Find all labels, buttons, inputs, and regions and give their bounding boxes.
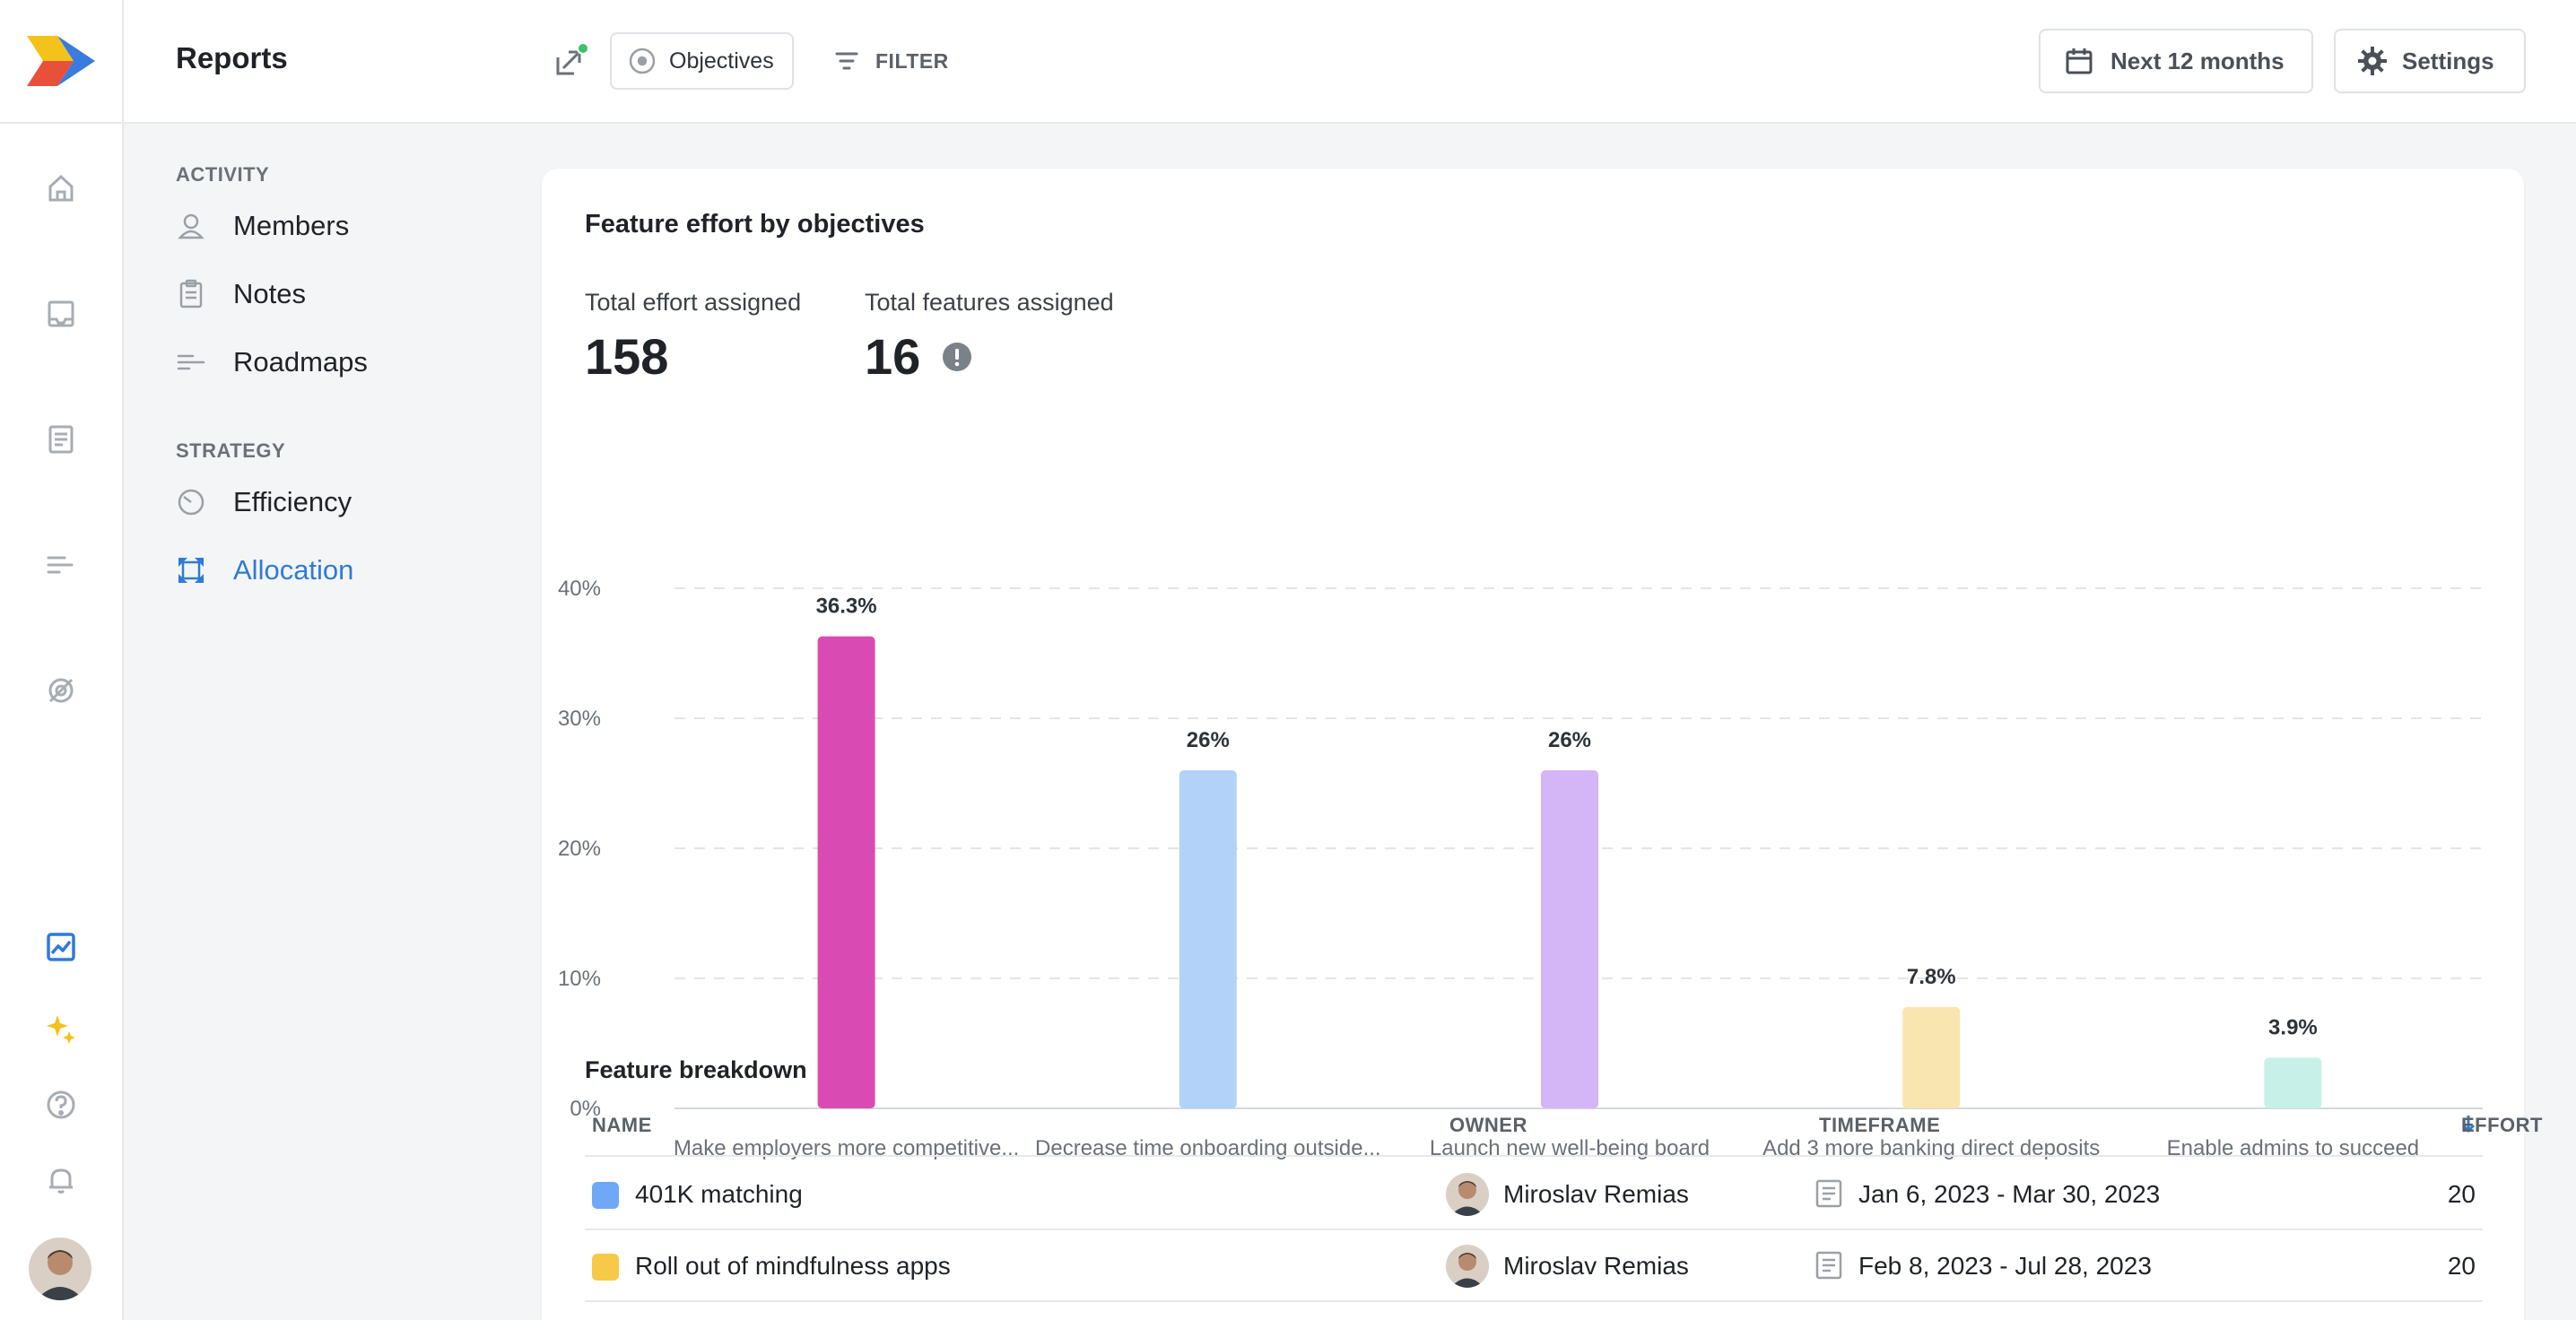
reports-sidebar: ACTIVITY Members Notes Roadmaps STRATEGY… xyxy=(124,124,538,1320)
icon-rail xyxy=(0,0,124,1320)
roadmap-icon xyxy=(176,347,206,378)
settings-button[interactable]: Settings xyxy=(2334,29,2526,93)
settings-label: Settings xyxy=(2402,47,2494,74)
sidebar-item-label: Notes xyxy=(233,278,306,309)
section-label-activity: ACTIVITY xyxy=(176,163,270,186)
metric-total-features: Total features assigned 16 xyxy=(865,289,1114,386)
owner-avatar xyxy=(1446,1173,1489,1216)
target-icon xyxy=(629,48,656,74)
report-card: Feature effort by objectives Total effor… xyxy=(542,169,2543,1320)
table-header: NAME OWNER TIMEFRAME EFFORT xyxy=(585,1114,2543,1157)
feature-name[interactable]: Roll out of mindfulness apps xyxy=(635,1252,951,1280)
objectives-dropdown[interactable]: Objectives xyxy=(610,32,794,90)
feature-name[interactable]: 401K matching xyxy=(635,1180,803,1208)
app-logo[interactable] xyxy=(27,36,95,86)
sort-down-icon xyxy=(2461,1116,2476,1133)
sidebar-item-label: Efficiency xyxy=(233,486,352,517)
sidebar-item-efficiency[interactable]: Efficiency xyxy=(176,486,352,518)
home-icon[interactable] xyxy=(39,167,83,210)
reports-icon[interactable] xyxy=(39,925,83,968)
chart-bar xyxy=(1902,1006,1961,1108)
timeframe: Feb 8, 2023 - Jul 28, 2023 xyxy=(1858,1252,2152,1280)
share-button[interactable] xyxy=(551,41,590,81)
effort-value: 20 xyxy=(2447,1180,2476,1208)
owner-name: Miroslav Remias xyxy=(1503,1180,1689,1208)
section-label-strategy: STRATEGY xyxy=(176,439,286,462)
clipboard-icon xyxy=(176,279,206,309)
top-header: Reports Objectives FILTER Next 12 months… xyxy=(124,0,2576,124)
owner-name: Miroslav Remias xyxy=(1503,1252,1689,1280)
feature-color-swatch xyxy=(592,1254,619,1281)
sidebar-item-label: Members xyxy=(233,210,350,241)
column-header-name[interactable]: NAME xyxy=(592,1114,652,1136)
date-range-label: Next 12 months xyxy=(2110,47,2284,74)
sidebar-item-label: Allocation xyxy=(233,554,354,586)
y-tick-label: 40% xyxy=(558,577,601,601)
sidebar-item-notes[interactable]: Notes xyxy=(176,278,306,310)
effort-value: 20 xyxy=(2447,1252,2476,1280)
effort-header-label: EFFORT xyxy=(2461,1114,2543,1136)
allocation-icon xyxy=(176,555,206,586)
date-range-button[interactable]: Next 12 months xyxy=(2039,29,2313,93)
chart-bar xyxy=(817,636,875,1108)
metric-label: Total effort assigned xyxy=(585,289,802,316)
sidebar-item-roadmaps[interactable]: Roadmaps xyxy=(176,346,368,378)
help-icon[interactable] xyxy=(39,1083,83,1126)
page-title: Reports xyxy=(176,41,288,74)
y-tick-label: 20% xyxy=(558,837,601,861)
sparkle-icon[interactable] xyxy=(39,1006,83,1049)
notes-icon[interactable] xyxy=(39,418,83,461)
filter-icon xyxy=(835,52,858,70)
column-header-owner[interactable]: OWNER xyxy=(1449,1114,1527,1136)
inbox-icon[interactable] xyxy=(39,292,83,335)
metric-value: 16 xyxy=(865,328,921,385)
rail-divider xyxy=(0,122,124,124)
chart-bar xyxy=(1541,770,1598,1108)
data-label: 3.9% xyxy=(2268,1015,2318,1039)
metric-value: 158 xyxy=(585,328,669,385)
objectives-icon[interactable] xyxy=(39,669,83,712)
sidebar-item-members[interactable]: Members xyxy=(176,210,349,242)
member-icon xyxy=(176,211,206,241)
column-header-effort[interactable]: EFFORT xyxy=(2461,1114,2543,1136)
chart-bar xyxy=(1179,770,1237,1108)
objectives-label: Objectives xyxy=(669,48,774,74)
gear-icon xyxy=(2358,47,2387,75)
feature-color-swatch xyxy=(592,1182,619,1209)
chart-bar xyxy=(2264,1057,2322,1108)
y-tick-label: 30% xyxy=(558,707,601,731)
sidebar-item-label: Roadmaps xyxy=(233,346,368,378)
y-tick-label: 10% xyxy=(558,967,601,991)
filter-button[interactable]: FILTER xyxy=(832,38,949,84)
card-title: Feature effort by objectives xyxy=(585,210,925,239)
data-label: 26% xyxy=(1187,728,1230,752)
column-header-timeframe[interactable]: TIMEFRAME xyxy=(1819,1114,1941,1136)
table-row[interactable]: Roll out of mindfulness apps Miroslav Re… xyxy=(585,1230,2483,1302)
y-tick-label: 0% xyxy=(570,1097,601,1121)
filter-label: FILTER xyxy=(875,48,949,73)
data-label: 36.3% xyxy=(816,595,877,619)
effort-bar-chart: 0%10%20%30%40%36.3%Make employers more c… xyxy=(558,577,2483,1160)
warning-icon[interactable] xyxy=(942,342,972,372)
breakdown-title: Feature breakdown xyxy=(585,1056,807,1083)
metric-total-effort: Total effort assigned 158 xyxy=(585,289,801,386)
sidebar-item-allocation[interactable]: Allocation xyxy=(176,554,353,586)
table-row[interactable]: 401K matching Miroslav Remias Jan 6, 202… xyxy=(585,1159,2483,1230)
metric-label: Total features assigned xyxy=(865,289,1114,316)
data-label: 26% xyxy=(1548,728,1591,752)
document-icon xyxy=(1814,1178,1844,1209)
user-avatar[interactable] xyxy=(29,1238,91,1300)
gauge-icon xyxy=(176,487,206,517)
data-label: 7.8% xyxy=(1907,965,1956,989)
owner-avatar xyxy=(1446,1245,1489,1288)
document-icon xyxy=(1814,1250,1844,1281)
calendar-icon xyxy=(2066,48,2093,74)
roadmap-icon[interactable] xyxy=(39,543,83,586)
bell-icon[interactable] xyxy=(39,1159,83,1202)
timeframe: Jan 6, 2023 - Mar 30, 2023 xyxy=(1858,1180,2161,1208)
